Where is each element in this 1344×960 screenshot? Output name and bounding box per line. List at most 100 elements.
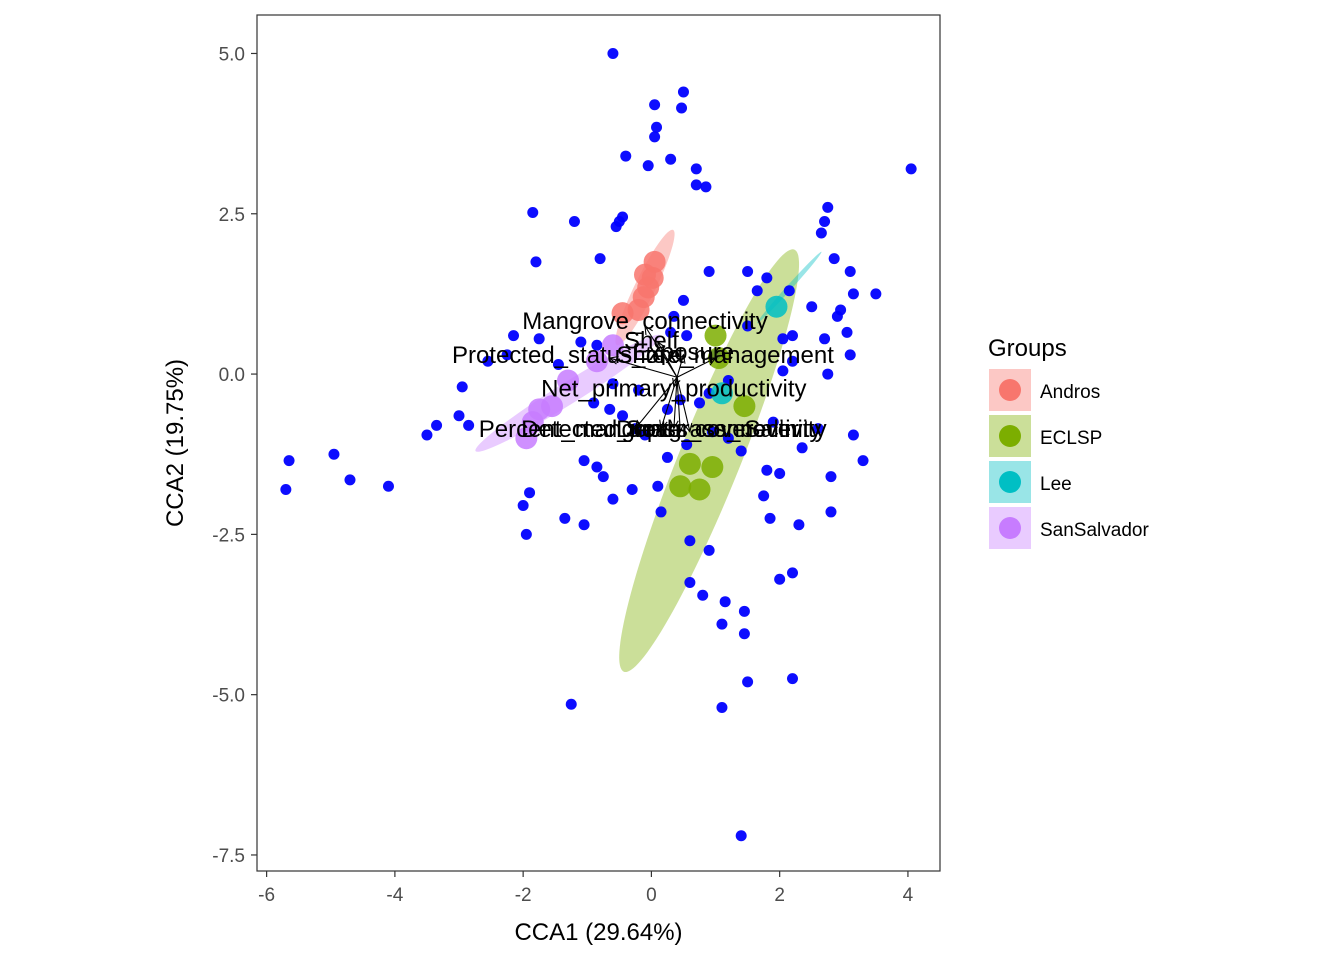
- species-point: [690, 179, 702, 191]
- species-point: [857, 455, 869, 467]
- y-tick-label: -5.0: [212, 686, 245, 707]
- legend-label-andros: Andros: [1040, 382, 1100, 403]
- legend: Groups Andros ECLSP Lee SanSalvador: [988, 335, 1149, 549]
- y-tick-label: 2.5: [219, 205, 245, 226]
- species-point: [607, 378, 619, 390]
- x-tick-label: -4: [386, 885, 403, 906]
- species-point: [482, 355, 494, 367]
- species-point: [738, 628, 750, 640]
- species-point: [421, 429, 433, 441]
- species-point: [344, 474, 356, 486]
- species-point: [786, 673, 798, 685]
- species-point: [742, 320, 754, 332]
- arrow-label-mangrove-connectivity: Mangrove_connectivity: [522, 308, 767, 335]
- species-point: [819, 333, 831, 345]
- species-point: [633, 384, 645, 396]
- arrow-shelf: [657, 341, 678, 378]
- species-point: [597, 471, 609, 483]
- axes: -6 -4 -2 0 2 4 5.0 2.5 0.0 -2.5 -5.0 -7.5: [212, 44, 913, 906]
- species-point: [655, 506, 667, 518]
- plot-panel-border: [256, 14, 941, 872]
- species-point: [796, 442, 808, 454]
- species-point: [283, 455, 295, 467]
- species-point: [661, 451, 673, 463]
- species-point: [681, 330, 693, 342]
- arrowhead-salinity: [683, 422, 693, 434]
- species-point: [568, 215, 580, 227]
- species-point: [786, 567, 798, 579]
- x-tick-label: 0: [646, 885, 657, 906]
- arrow-detected-mass-connectivity: [673, 377, 678, 429]
- species-points: [280, 47, 917, 842]
- species-point: [530, 256, 542, 268]
- arrow-salinity: [676, 377, 691, 432]
- arrow-label-salinity: Salinity: [744, 416, 821, 443]
- arrow-label-depth: Depth: [616, 416, 680, 443]
- site-point-sansalvador: [601, 334, 624, 357]
- species-point: [706, 426, 718, 438]
- site-point-eclsp: [688, 478, 711, 501]
- species-point: [722, 432, 734, 444]
- site-point-andros: [633, 263, 656, 286]
- arrowhead-exposure: [677, 353, 686, 364]
- species-point: [607, 493, 619, 505]
- species-point: [822, 368, 834, 380]
- species-point: [870, 288, 882, 300]
- y-tick-label: -7.5: [212, 846, 245, 867]
- species-point: [831, 310, 843, 322]
- site-point-eclsp: [704, 324, 727, 347]
- species-point: [806, 301, 818, 313]
- species-point: [559, 512, 571, 524]
- arrow-protected-status-text: [609, 357, 678, 378]
- species-point: [552, 358, 564, 370]
- site-point-eclsp: [733, 395, 756, 418]
- species-point: [665, 326, 677, 338]
- x-tick-label: 2: [774, 885, 785, 906]
- species-point: [847, 288, 859, 300]
- species-point: [783, 285, 795, 297]
- site-point-eclsp: [678, 452, 701, 475]
- species-point: [905, 163, 917, 175]
- species-point: [620, 150, 632, 162]
- species-point: [591, 461, 603, 473]
- species-point: [844, 349, 856, 361]
- species-point: [758, 490, 770, 502]
- x-tick-label: -6: [258, 885, 275, 906]
- species-point: [665, 153, 677, 165]
- site-point-sansalvador: [515, 427, 538, 450]
- species-point: [703, 544, 715, 556]
- species-point: [453, 410, 465, 422]
- species-point: [610, 221, 622, 233]
- species-point: [676, 102, 688, 114]
- species-point: [626, 483, 638, 495]
- species-point: [774, 467, 786, 479]
- species-point: [735, 830, 747, 842]
- species-point: [684, 535, 696, 547]
- species-point: [649, 99, 661, 111]
- species-point: [742, 265, 754, 277]
- species-point: [617, 410, 629, 422]
- species-point: [591, 339, 603, 351]
- species-point: [777, 365, 789, 377]
- species-point: [524, 487, 536, 499]
- species-point: [508, 330, 520, 342]
- species-point: [652, 480, 664, 492]
- site-point-eclsp: [669, 475, 692, 498]
- x-tick-label: -2: [515, 885, 532, 906]
- y-tick-label: 0.0: [219, 365, 245, 386]
- arrowhead-mangrove-connectivity: [644, 324, 653, 335]
- species-point: [668, 310, 680, 322]
- species-point: [822, 201, 834, 213]
- species-point: [690, 163, 702, 175]
- arrow-label-protected-status-text: Protected_status_text: [452, 342, 684, 369]
- species-point: [819, 215, 831, 227]
- x-axis-title: CCA1 (29.64%): [514, 919, 682, 946]
- species-point: [607, 47, 619, 59]
- arrow-percent-mangrove-cover: [634, 376, 678, 429]
- arrow-label-detected-mass-connectivity: Detected_mass_connectivity: [521, 416, 826, 443]
- site-point-lee: [765, 295, 788, 318]
- legend-label-sansalvador: SanSalvador: [1040, 520, 1149, 541]
- arrow-label-percent-mangrove-cover: Percent_mangrove_cover: [479, 416, 754, 443]
- species-point: [533, 333, 545, 345]
